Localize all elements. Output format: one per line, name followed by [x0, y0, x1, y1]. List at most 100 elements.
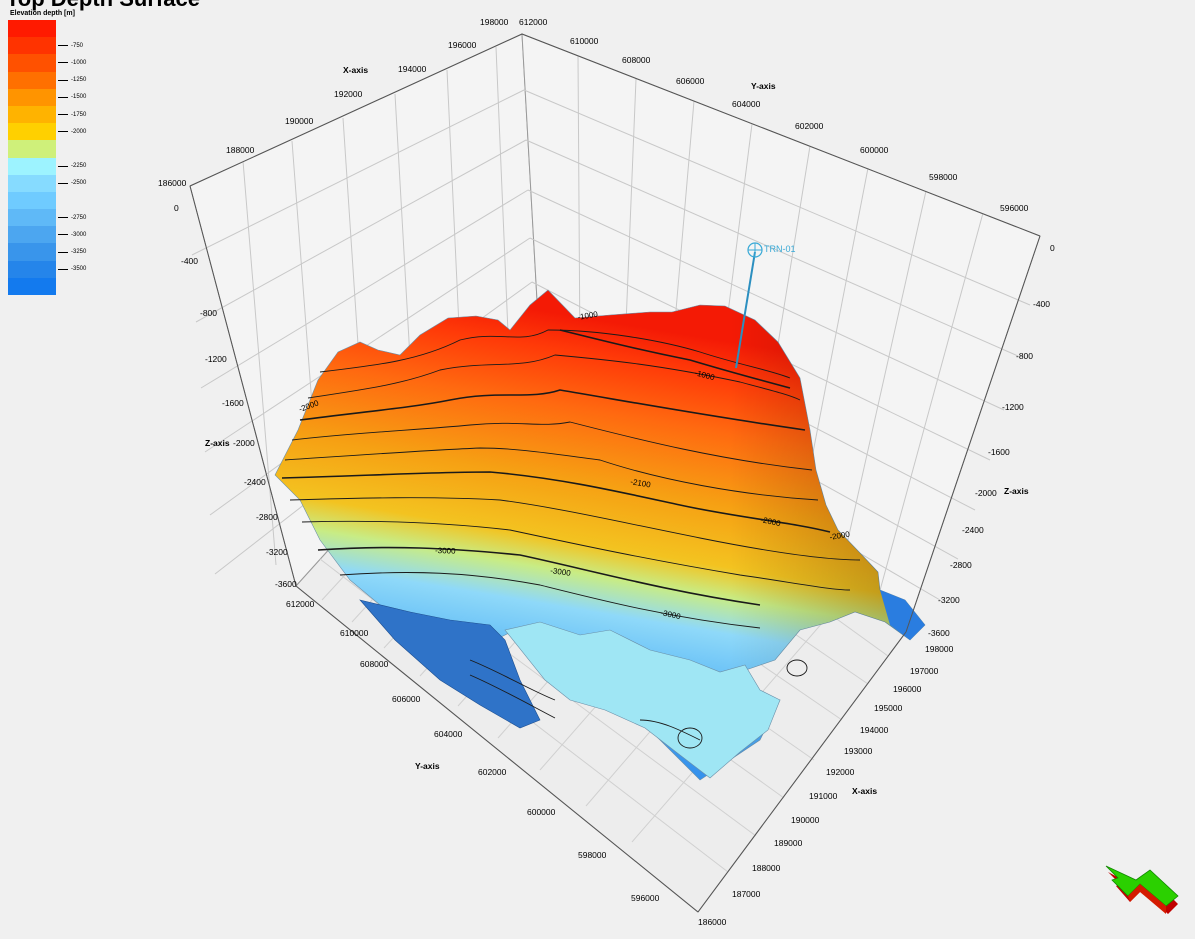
legend-tick: [58, 268, 68, 270]
right-z-tick: -2000: [975, 488, 997, 498]
left-z-tick: -3200: [266, 547, 288, 557]
x-axis-title-top: X-axis: [343, 65, 368, 75]
top-x-tick: 190000: [285, 116, 314, 126]
legend-swatch: [8, 209, 56, 227]
bottom-y-tick: 596000: [631, 893, 660, 903]
right-z-tick: -800: [1016, 351, 1033, 361]
x-axis-title-bottom: X-axis: [852, 786, 877, 796]
legend-row: -3250: [8, 243, 118, 261]
top-x-tick: 186000: [158, 178, 187, 188]
top-y-tick: 608000: [622, 55, 651, 65]
legend-row: -3000: [8, 226, 118, 244]
top-y-tick: 610000: [570, 36, 599, 46]
legend-row: -3500: [8, 260, 118, 278]
top-y-tick: 606000: [676, 76, 705, 86]
bottom-x-tick: 198000: [925, 644, 954, 654]
right-z-tick: -1600: [988, 447, 1010, 457]
z-axis-title-left: Z-axis: [205, 438, 230, 448]
contour-label: -1000: [577, 309, 599, 322]
legend-label: -2750: [71, 214, 87, 221]
y-axis-title-top: Y-axis: [751, 81, 776, 91]
navigation-arrow-icon[interactable]: [1105, 865, 1179, 914]
legend-label: -1750: [71, 111, 87, 118]
legend-swatch: [8, 54, 56, 72]
color-legend: Elevation depth [m] -750 -1000 -1250 -1500 -…: [8, 10, 118, 295]
bottom-x-tick: 197000: [910, 666, 939, 676]
right-z-tick: 0: [1050, 243, 1055, 253]
legend-row: -2250: [8, 157, 118, 175]
page-title: Top Depth Surface: [6, 0, 200, 12]
legend-tick: [58, 62, 68, 64]
left-z-tick: -2800: [256, 512, 278, 522]
top-y-tick: 604000: [732, 99, 761, 109]
bottom-x-tick: 190000: [791, 815, 820, 825]
bottom-x-tick: 193000: [844, 746, 873, 756]
legend-tick: [58, 165, 68, 167]
left-z-tick: -2400: [244, 477, 266, 487]
legend-row: [8, 277, 118, 295]
bottom-y-tick: 606000: [392, 694, 421, 704]
left-z-tick: -1600: [222, 398, 244, 408]
right-z-tick: -400: [1033, 299, 1050, 309]
legend-label: -3250: [71, 249, 87, 256]
legend-swatch: [8, 105, 56, 124]
legend-label: -2250: [71, 163, 87, 170]
legend-swatch: [8, 157, 56, 175]
legend-swatch: [8, 20, 56, 38]
top-y-tick: 596000: [1000, 203, 1029, 213]
legend-swatch: [8, 174, 56, 192]
well-marker[interactable]: TRN-01: [735, 242, 796, 369]
top-x-tick: 198000: [480, 17, 509, 27]
depth-surface[interactable]: [274, 289, 926, 781]
bottom-y-tick: 610000: [340, 628, 369, 638]
bottom-y-tick: 600000: [527, 807, 556, 817]
left-z-tick: -400: [181, 256, 198, 266]
contour-label: -3000: [660, 608, 682, 621]
y-axis-title-bottom: Y-axis: [415, 761, 440, 771]
legend-row: -750: [8, 37, 118, 55]
bottom-y-tick: 604000: [434, 729, 463, 739]
legend-tick: [58, 114, 68, 116]
legend-row: -2500: [8, 174, 118, 192]
legend-swatch: [8, 260, 56, 278]
legend-swatch: [8, 277, 56, 295]
legend-label: -1500: [71, 94, 87, 101]
right-z-tick: -2400: [962, 525, 984, 535]
left-z-tick: -2000: [233, 438, 255, 448]
legend-tick: [58, 131, 68, 133]
legend-row: -1500: [8, 88, 118, 106]
top-y-tick: 598000: [929, 172, 958, 182]
legend-row: -1750: [8, 105, 118, 124]
left-z-tick: -800: [200, 308, 217, 318]
bottom-x-tick: 195000: [874, 703, 903, 713]
contour-label: -2000: [760, 515, 782, 528]
right-z-tick: -1200: [1002, 402, 1024, 412]
legend-swatch: [8, 123, 56, 141]
bottom-x-tick: 188000: [752, 863, 781, 873]
top-y-tick: 600000: [860, 145, 889, 155]
bottom-x-tick: 187000: [732, 889, 761, 899]
contour-label: -2000: [829, 529, 851, 542]
right-z-tick: -2800: [950, 560, 972, 570]
right-z-tick: -3200: [938, 595, 960, 605]
legend-row: -2750: [8, 209, 118, 227]
legend-row: -2000: [8, 123, 118, 141]
legend-row: [8, 140, 118, 158]
legend-tick: [58, 251, 68, 253]
legend-swatch: [8, 88, 56, 106]
right-z-tick: -3600: [928, 628, 950, 638]
top-y-tick: 612000: [519, 17, 548, 27]
left-z-tick: -1200: [205, 354, 227, 364]
legend-row: [8, 20, 118, 38]
z-axis-title-right: Z-axis: [1004, 486, 1029, 496]
bottom-x-tick: 189000: [774, 838, 803, 848]
legend-swatch: [8, 71, 56, 89]
contour-label: -3000: [550, 566, 572, 578]
legend-swatch: [8, 140, 56, 158]
legend-swatch: [8, 226, 56, 244]
top-x-tick: 188000: [226, 145, 255, 155]
legend-tick: [58, 234, 68, 236]
legend-swatch: [8, 37, 56, 55]
